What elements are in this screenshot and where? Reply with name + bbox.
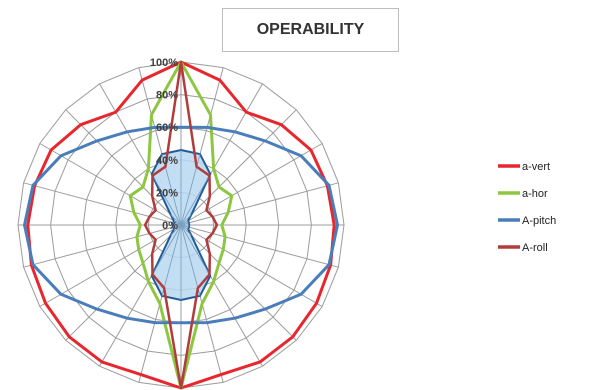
filled-area-spoke xyxy=(170,214,182,226)
filled-area-spoke xyxy=(151,174,182,226)
tick-label: 0% xyxy=(162,220,178,232)
grid-spoke xyxy=(180,224,297,341)
filled-area-spoke xyxy=(180,224,201,297)
tick-label: 40% xyxy=(156,155,178,167)
chart-title-box: OPERABILITY xyxy=(222,8,399,52)
chart-title: OPERABILITY xyxy=(256,21,365,38)
tick-label: 100% xyxy=(150,57,178,69)
grid-spoke xyxy=(39,224,182,307)
filled-area-spoke xyxy=(180,224,211,276)
tick-label: 80% xyxy=(156,90,178,102)
filled-area-spoke xyxy=(170,224,182,236)
series-line-a-roll xyxy=(143,60,219,390)
filled-area-spoke xyxy=(151,224,182,276)
grid-spoke xyxy=(180,109,297,226)
series-line-a-pitch xyxy=(23,125,339,325)
grid-spoke xyxy=(65,224,182,341)
legend-label-a-hor: a-hor xyxy=(522,188,548,200)
legend-label-a-roll: A-roll xyxy=(522,242,548,254)
grid-spoke xyxy=(23,182,182,226)
filled-area-layer xyxy=(150,148,212,302)
grid-spoke xyxy=(65,109,182,226)
filled-area-spoke xyxy=(180,174,211,226)
filled-area-spoke xyxy=(180,224,192,236)
legend-label-a-vert: a-vert xyxy=(522,161,550,173)
tick-label-layer: 0% 20% 40% 60% 80% 100% xyxy=(150,57,178,232)
grid-spoke xyxy=(23,224,182,268)
grid-spoke xyxy=(180,182,339,226)
grid-spoke xyxy=(180,143,323,226)
tick-label: 60% xyxy=(156,122,178,134)
grid-spoke xyxy=(180,224,323,307)
series-layer xyxy=(23,60,339,390)
grid-spoke xyxy=(39,143,182,226)
legend: a-vert a-hor A-pitch A-roll xyxy=(498,161,556,254)
grid-spoke xyxy=(180,224,339,268)
filled-area-spoke xyxy=(180,214,192,226)
filled-area-spoke xyxy=(161,224,182,297)
tick-label: 20% xyxy=(156,187,178,199)
legend-label-a-pitch: A-pitch xyxy=(522,215,556,227)
